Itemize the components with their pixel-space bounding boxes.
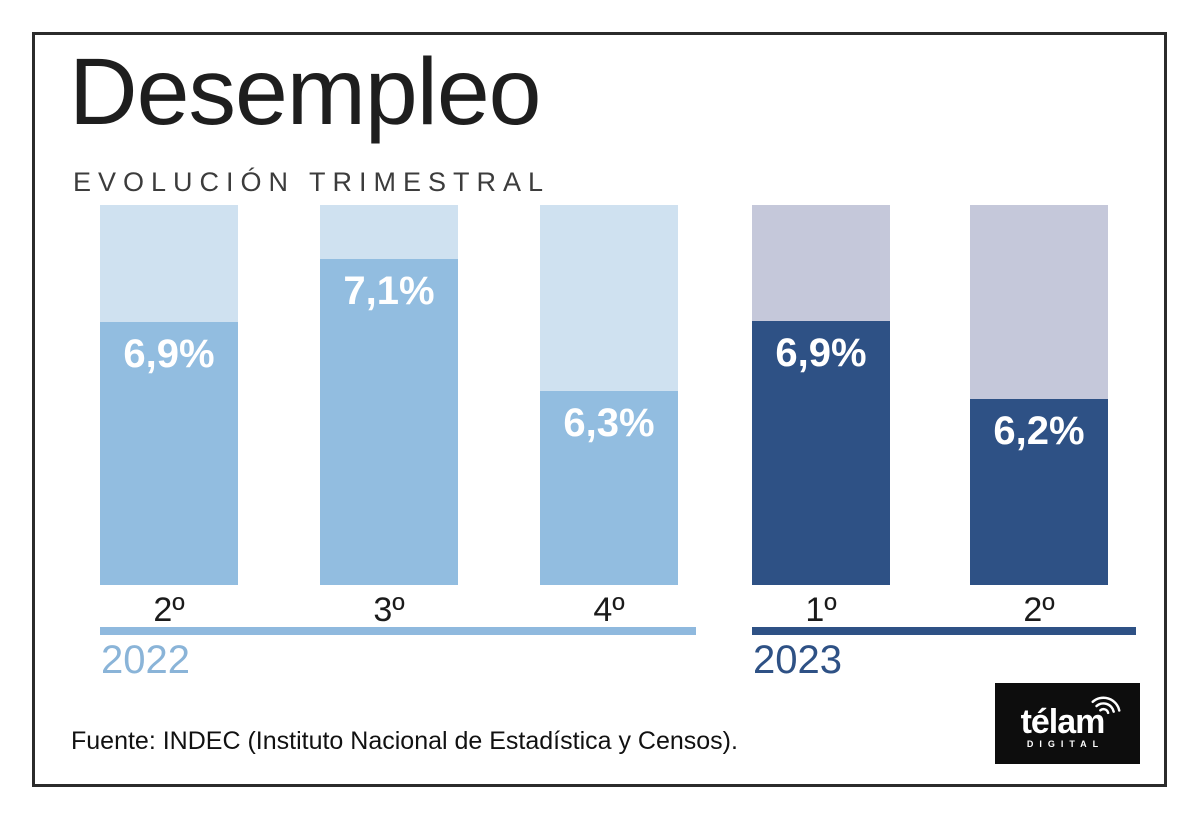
year-label-2023: 2023 bbox=[753, 638, 842, 682]
source-note: Fuente: INDEC (Instituto Nacional de Est… bbox=[71, 727, 738, 755]
bar-value-label: 6,9% bbox=[123, 332, 215, 376]
quarter-label: 2º bbox=[1023, 591, 1055, 629]
quarter-label: 1º bbox=[805, 591, 837, 629]
telam-logo: télam DIGITAL bbox=[995, 683, 1140, 764]
bar-fill: 7,1% bbox=[320, 259, 458, 585]
page-subtitle: EVOLUCIÓN TRIMESTRAL bbox=[73, 167, 551, 197]
bar-fill: 6,2% bbox=[970, 399, 1108, 585]
bar-value-label: 7,1% bbox=[343, 269, 435, 313]
quarter-label: 4º bbox=[593, 591, 625, 629]
year-label-2022: 2022 bbox=[101, 638, 190, 682]
bar-value-label: 6,9% bbox=[775, 331, 867, 375]
bar-fill: 6,9% bbox=[100, 322, 238, 585]
quarter-label: 2º bbox=[153, 591, 185, 629]
bar-value-label: 6,3% bbox=[563, 401, 655, 445]
bar-fill: 6,9% bbox=[752, 321, 890, 585]
axis-line-2023 bbox=[752, 627, 1136, 635]
bar-2022-q3: 7,1% bbox=[320, 205, 458, 585]
infographic-frame: Desempleo EVOLUCIÓN TRIMESTRAL 6,9% 2º 7,1… bbox=[32, 32, 1167, 787]
wifi-icon bbox=[1091, 696, 1121, 715]
bar-chart: 6,9% 2º 7,1% 3º 6,3% 4º 6,9% 1º 6,2% 2º bbox=[35, 35, 1164, 784]
page-title: Desempleo bbox=[69, 39, 542, 145]
bar-2023-q1: 6,9% bbox=[752, 205, 890, 585]
bar-2022-q2: 6,9% bbox=[100, 205, 238, 585]
axis-line-2022 bbox=[100, 627, 696, 635]
bar-fill: 6,3% bbox=[540, 391, 678, 585]
telam-wordmark: télam bbox=[1020, 703, 1106, 741]
bar-2023-q2: 6,2% bbox=[970, 205, 1108, 585]
quarter-label: 3º bbox=[373, 591, 405, 629]
telam-digital-label: DIGITAL bbox=[1026, 739, 1105, 749]
bar-value-label: 6,2% bbox=[993, 409, 1085, 453]
bar-2022-q4: 6,3% bbox=[540, 205, 678, 585]
